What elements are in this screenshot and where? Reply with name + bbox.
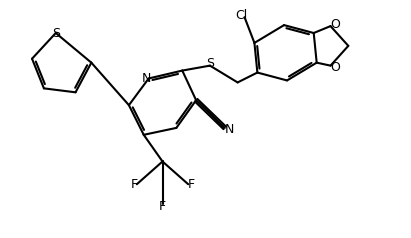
Text: N: N — [142, 72, 151, 85]
Text: N: N — [225, 123, 234, 136]
Text: S: S — [206, 57, 214, 70]
Text: Cl: Cl — [236, 9, 248, 22]
Text: O: O — [330, 61, 340, 74]
Text: O: O — [330, 18, 340, 31]
Text: F: F — [159, 200, 166, 213]
Text: F: F — [187, 178, 195, 191]
Text: F: F — [130, 178, 137, 191]
Text: S: S — [52, 26, 60, 40]
